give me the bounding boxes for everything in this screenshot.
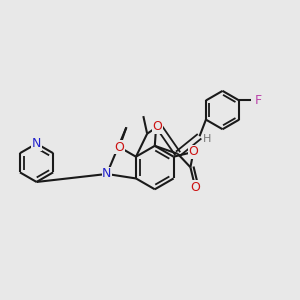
Text: O: O	[188, 146, 198, 158]
Text: O: O	[153, 120, 163, 133]
Text: N: N	[32, 137, 41, 150]
Text: F: F	[255, 94, 262, 107]
Text: N: N	[102, 167, 112, 181]
Text: O: O	[114, 141, 124, 154]
Text: O: O	[190, 181, 200, 194]
Text: H: H	[202, 134, 211, 144]
